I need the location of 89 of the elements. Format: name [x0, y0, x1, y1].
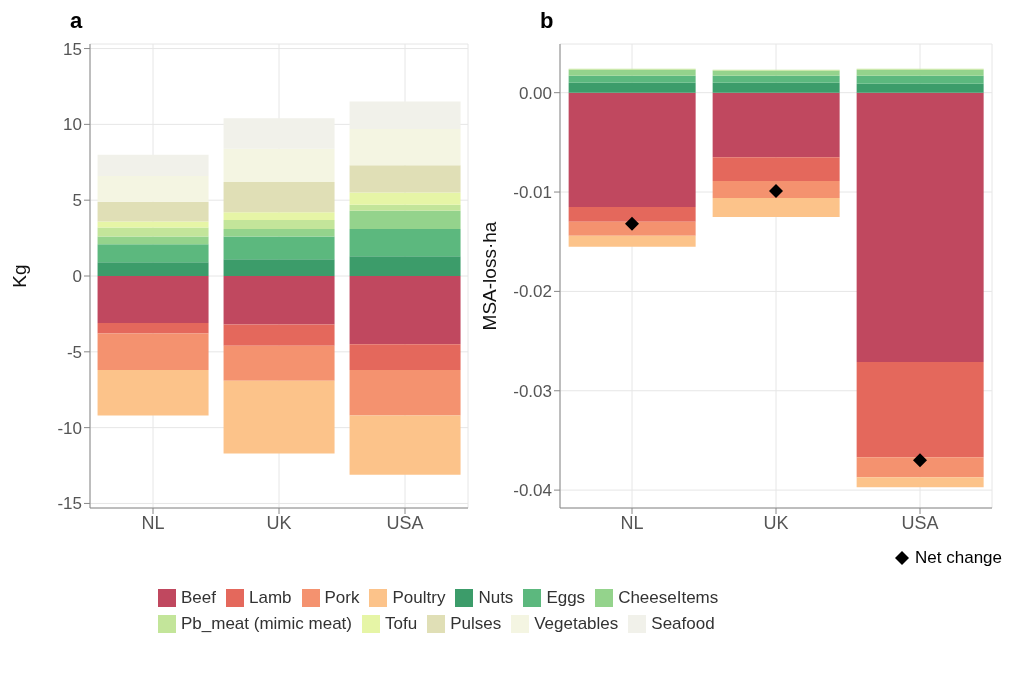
bar — [568, 69, 696, 76]
legend-label: Eggs — [546, 588, 586, 608]
bar — [97, 276, 209, 324]
bar — [856, 92, 984, 362]
y-tick-label: -0.03 — [513, 381, 552, 401]
bar — [97, 333, 209, 371]
bar — [97, 236, 209, 245]
bar — [349, 256, 461, 276]
bar — [97, 244, 209, 263]
legend-label: Vegetables — [534, 614, 619, 634]
y-tick-label: -0.04 — [513, 481, 552, 501]
bar — [349, 192, 461, 205]
bar — [223, 276, 335, 325]
bar — [568, 235, 696, 247]
x-tick-label: USA — [386, 512, 424, 533]
y-tick-label: -0.02 — [513, 282, 552, 302]
bar — [712, 92, 840, 158]
bar — [223, 181, 335, 213]
bar — [349, 204, 461, 211]
bar — [568, 92, 696, 207]
bar — [856, 457, 984, 478]
bar — [349, 415, 461, 475]
bar — [223, 219, 335, 229]
bar — [712, 181, 840, 198]
y-axis-title: Kg — [8, 264, 30, 288]
bar — [712, 157, 840, 182]
bar — [712, 70, 840, 76]
bar — [712, 75, 840, 83]
bar — [349, 165, 461, 193]
bar — [856, 75, 984, 84]
bar — [712, 198, 840, 217]
x-tick-label: UK — [266, 512, 292, 533]
bar — [349, 344, 461, 371]
y-tick-label: 0.00 — [518, 83, 552, 103]
point — [913, 453, 927, 468]
y-tick-label: -10 — [57, 418, 82, 438]
legend-label: Pulses — [450, 614, 502, 634]
y-tick-label: 5 — [72, 191, 82, 211]
bar — [223, 324, 335, 346]
legend-label: Net change — [915, 548, 1002, 568]
legend-label: Seafood — [651, 614, 715, 634]
legend-label: Tofu — [384, 614, 418, 634]
legend-label: CheeseItems — [618, 588, 719, 608]
legend-label: Pb_meat (mimic meat) — [181, 614, 352, 634]
bar — [223, 228, 335, 237]
bar — [349, 370, 461, 416]
bar — [223, 345, 335, 381]
x-tick-label: NL — [620, 512, 644, 533]
y-tick-label: -0.01 — [513, 183, 552, 203]
bar — [349, 210, 461, 229]
x-tick-label: UK — [763, 512, 789, 533]
bar — [568, 75, 696, 83]
bar — [856, 361, 984, 458]
bar — [223, 212, 335, 220]
bar — [568, 206, 696, 222]
bar — [712, 82, 840, 93]
bar — [856, 83, 984, 93]
y-axis-title: MSA-loss·ha — [478, 221, 500, 331]
legend-label: Pork — [324, 588, 360, 608]
x-tick-label: NL — [141, 512, 165, 533]
x-tick-label: USA — [901, 512, 939, 533]
legend-label: Lamb — [248, 588, 292, 608]
y-tick-label: 0 — [72, 267, 82, 287]
bar — [97, 323, 209, 334]
legend-label: Nuts — [478, 588, 514, 608]
y-tick-label: -5 — [66, 342, 82, 362]
y-tick-label: 15 — [63, 39, 82, 59]
bar — [223, 380, 335, 454]
bar — [856, 477, 984, 488]
bar — [97, 370, 209, 416]
bar — [97, 227, 209, 237]
chart-title: b — [540, 8, 554, 34]
bar — [568, 82, 696, 93]
bar — [97, 201, 209, 222]
bar — [856, 69, 984, 76]
legend-label: Beef — [181, 588, 216, 608]
bar — [223, 259, 335, 276]
bar — [349, 228, 461, 257]
bar — [349, 276, 461, 345]
bar — [568, 221, 696, 236]
legend-label: Poultry — [392, 588, 446, 608]
bar — [97, 221, 209, 228]
point — [769, 184, 783, 199]
y-tick-label: 10 — [63, 115, 82, 135]
bar — [97, 262, 209, 276]
bar — [223, 236, 335, 260]
chart-title: a — [70, 8, 83, 34]
point — [625, 216, 639, 231]
y-tick-label: -15 — [57, 494, 82, 514]
